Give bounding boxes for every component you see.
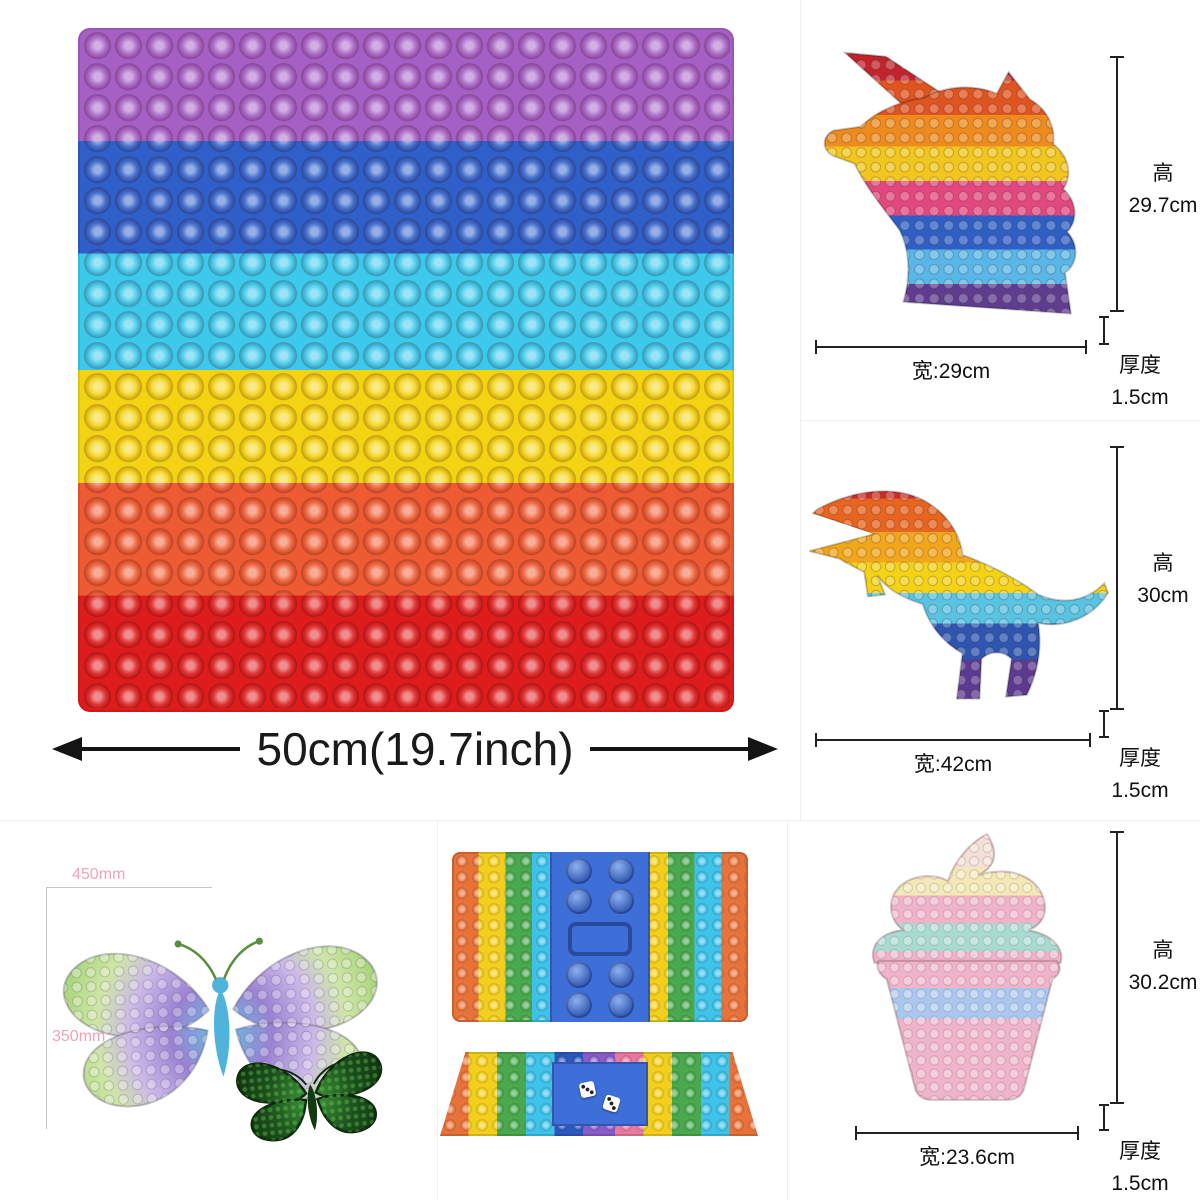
rainbow-square-popit xyxy=(78,28,734,712)
icecream-popit xyxy=(871,833,1063,1101)
icecream-width-line xyxy=(855,1126,1079,1140)
gameboard-center-panel xyxy=(550,852,650,1022)
arrowhead-right-icon xyxy=(748,737,779,761)
height-value: 30.2cm xyxy=(1128,970,1198,994)
collage-seam xyxy=(800,0,801,820)
green-butterfly-body xyxy=(307,1084,318,1131)
antenna-tip xyxy=(174,940,182,948)
dinosaur-thickness-label: 厚度 1.5cm xyxy=(1092,743,1188,806)
dinosaur-height-line xyxy=(1110,446,1124,710)
dimension-line xyxy=(589,747,749,751)
big-bubble xyxy=(566,858,592,884)
thickness-caption: 厚度 xyxy=(1119,1140,1161,1163)
icecream-swirl xyxy=(871,833,1063,964)
antenna-tip xyxy=(255,937,263,945)
height-caption: 高 xyxy=(1152,939,1174,962)
height-caption: 高 xyxy=(1152,552,1174,575)
dinosaur-body xyxy=(808,490,1110,700)
butterfly-antennae xyxy=(177,939,260,980)
collage-seam xyxy=(800,420,1200,421)
butterfly-height-guide xyxy=(46,887,47,1129)
icecream-width-label: 宽:23.6cm xyxy=(919,1146,1015,1169)
unicorn-thickness-line xyxy=(1099,316,1109,345)
unicorn-height-line xyxy=(1110,56,1124,312)
dinosaur-teeth xyxy=(816,515,872,536)
big-bubble xyxy=(608,992,634,1018)
gameboard-popit-top xyxy=(452,852,748,1022)
dinosaur-width-label: 宽:42cm xyxy=(913,753,993,776)
height-value: 29.7cm xyxy=(1128,193,1198,217)
big-bubble xyxy=(566,992,592,1018)
gameboard-popit-perspective xyxy=(440,1052,758,1136)
square-width-dimension: 50cm(19.7inch) xyxy=(52,722,779,776)
dinosaur-thickness-line xyxy=(1099,710,1109,738)
dinosaur-popit xyxy=(808,490,1110,700)
die-icon xyxy=(602,1094,621,1113)
icecream-height-label: 高 30.2cm xyxy=(1126,935,1200,998)
icecream-thickness-line xyxy=(1099,1104,1109,1131)
square-width-label: 50cm(19.7inch) xyxy=(256,723,574,775)
big-bubble xyxy=(608,858,634,884)
butterfly-body xyxy=(214,989,230,1077)
dinosaur-height-label: 高 30cm xyxy=(1126,548,1200,611)
butterfly-popit xyxy=(61,937,380,1110)
icecream-cup xyxy=(876,959,1061,1101)
green-butterfly-popit xyxy=(234,1049,385,1144)
big-bubble xyxy=(566,962,592,988)
unicorn-popit xyxy=(823,51,1077,315)
big-bubble xyxy=(608,888,634,914)
arrowhead-left-icon xyxy=(52,737,82,761)
butterfly-width-guide xyxy=(46,887,212,888)
dimension-line xyxy=(82,747,241,751)
unicorn-width-label: 宽:29cm xyxy=(911,360,991,383)
collage-seam xyxy=(437,820,438,1200)
unicorn-width-line xyxy=(815,340,1087,354)
butterfly-head xyxy=(212,977,229,994)
big-bubble xyxy=(608,962,634,988)
height-caption: 高 xyxy=(1152,162,1174,185)
height-value: 30cm xyxy=(1137,583,1189,607)
gameboard-frame xyxy=(568,922,632,956)
unicorn-head xyxy=(823,71,1077,315)
butterfly-width-label: 450mm xyxy=(72,866,126,883)
icecream-thickness-label: 厚度 1.5cm xyxy=(1092,1136,1188,1199)
icecream-height-line xyxy=(1110,831,1124,1104)
gameboard-center-panel xyxy=(552,1062,648,1126)
unicorn-thickness-label: 厚度 1.5cm xyxy=(1092,350,1188,413)
big-bubble xyxy=(566,888,592,914)
thickness-value: 1.5cm xyxy=(1111,1171,1169,1195)
unicorn-height-label: 高 29.7cm xyxy=(1126,158,1200,221)
dinosaur-width-line xyxy=(815,733,1091,747)
thickness-caption: 厚度 xyxy=(1119,354,1161,377)
collage-seam xyxy=(787,820,788,1200)
green-butterfly-antennae xyxy=(281,1063,336,1086)
butterfly-height-label: 350mm xyxy=(52,1028,106,1045)
thickness-value: 1.5cm xyxy=(1111,385,1169,409)
thickness-value: 1.5cm xyxy=(1111,778,1169,802)
collage-seam xyxy=(0,820,1200,821)
die-icon xyxy=(578,1080,597,1099)
thickness-caption: 厚度 xyxy=(1119,747,1161,770)
